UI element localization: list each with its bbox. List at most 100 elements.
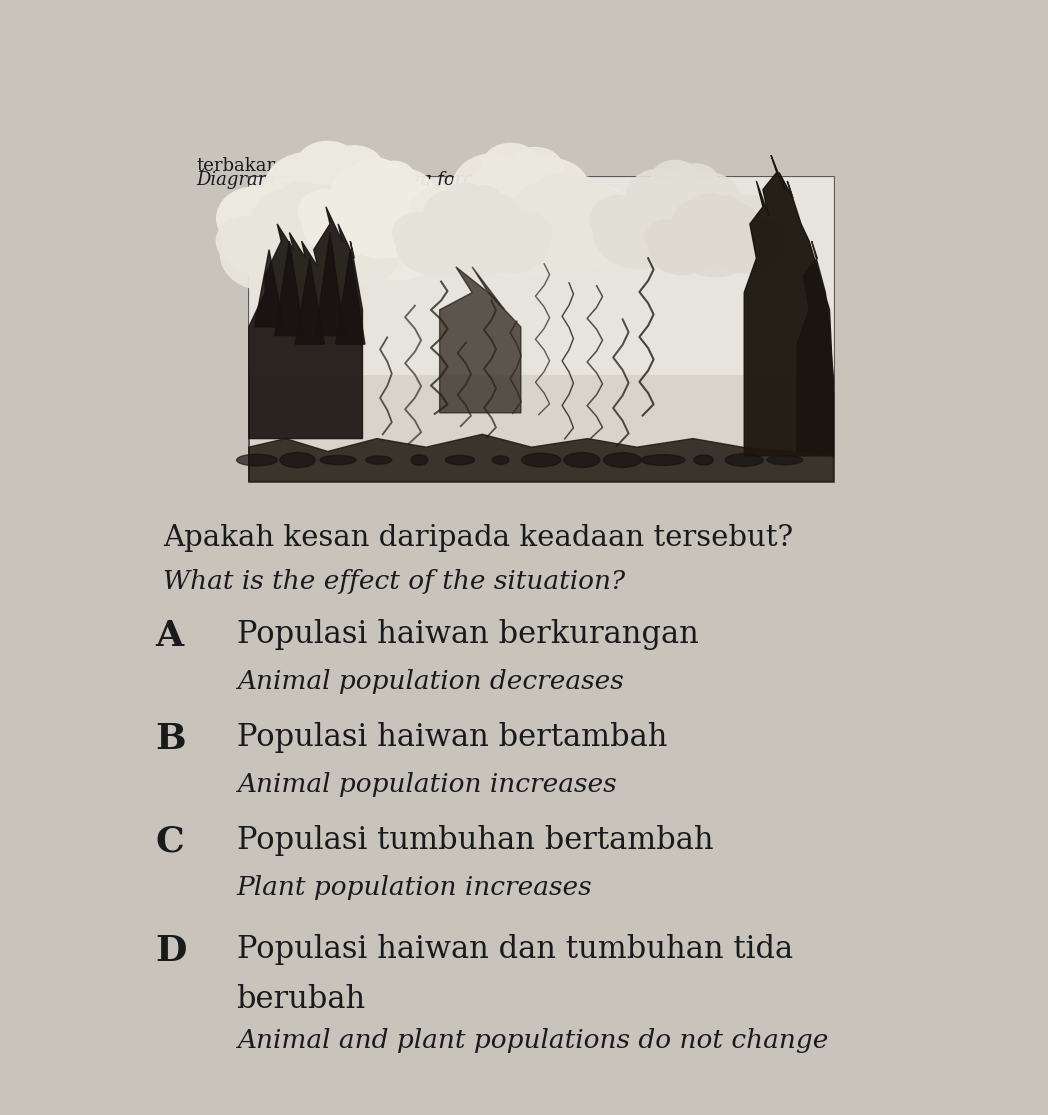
Text: C: C (155, 825, 184, 859)
Ellipse shape (716, 220, 783, 273)
Ellipse shape (594, 196, 683, 269)
Text: Populasi tumbuhan bertambah: Populasi tumbuhan bertambah (237, 825, 714, 856)
Text: B: B (155, 721, 185, 756)
Text: berubah: berubah (237, 983, 366, 1015)
Ellipse shape (299, 185, 345, 220)
Ellipse shape (366, 456, 392, 464)
Ellipse shape (303, 191, 383, 255)
Text: Populasi haiwan berkurangan: Populasi haiwan berkurangan (237, 619, 698, 650)
Polygon shape (315, 233, 345, 336)
Text: Animal population increases: Animal population increases (237, 772, 616, 797)
Ellipse shape (508, 190, 631, 284)
Ellipse shape (264, 153, 353, 224)
Ellipse shape (480, 210, 570, 281)
Ellipse shape (453, 154, 534, 220)
Ellipse shape (565, 186, 633, 243)
Ellipse shape (386, 187, 459, 250)
Ellipse shape (346, 217, 403, 265)
Ellipse shape (482, 144, 541, 188)
Ellipse shape (248, 198, 371, 292)
Ellipse shape (411, 455, 428, 465)
Ellipse shape (414, 186, 521, 273)
Polygon shape (255, 250, 284, 327)
Ellipse shape (373, 162, 414, 192)
Ellipse shape (277, 182, 326, 220)
Polygon shape (440, 266, 521, 413)
Text: A: A (155, 619, 183, 653)
Ellipse shape (328, 173, 438, 258)
Ellipse shape (570, 207, 659, 280)
Ellipse shape (447, 163, 594, 277)
Ellipse shape (420, 196, 524, 277)
Ellipse shape (445, 455, 475, 465)
Ellipse shape (503, 213, 551, 253)
Ellipse shape (280, 453, 315, 467)
Ellipse shape (416, 190, 466, 233)
Text: What is the effect of the situation?: What is the effect of the situation? (163, 569, 626, 594)
Ellipse shape (383, 190, 463, 254)
Ellipse shape (672, 173, 740, 224)
Ellipse shape (646, 220, 689, 256)
Ellipse shape (310, 216, 399, 289)
Text: Diagram shows a burning forest area.: Diagram shows a burning forest area. (196, 171, 543, 190)
Ellipse shape (507, 158, 589, 220)
Ellipse shape (673, 164, 718, 198)
Ellipse shape (627, 169, 695, 224)
Polygon shape (744, 155, 833, 456)
Ellipse shape (463, 186, 502, 215)
Ellipse shape (707, 196, 742, 222)
Ellipse shape (604, 453, 641, 467)
Polygon shape (248, 206, 363, 438)
Ellipse shape (651, 161, 700, 198)
Ellipse shape (444, 183, 486, 215)
Ellipse shape (409, 186, 477, 243)
Ellipse shape (296, 142, 359, 191)
Ellipse shape (522, 453, 561, 467)
Ellipse shape (325, 146, 384, 191)
Ellipse shape (299, 190, 350, 233)
Ellipse shape (472, 212, 548, 273)
Polygon shape (275, 241, 304, 336)
Ellipse shape (767, 455, 803, 465)
Ellipse shape (670, 205, 762, 277)
Bar (248, 176, 833, 482)
Ellipse shape (649, 221, 716, 274)
Text: Populasi haiwan dan tumbuhan tida: Populasi haiwan dan tumbuhan tida (237, 934, 792, 964)
Ellipse shape (564, 453, 599, 467)
Ellipse shape (559, 185, 627, 236)
Ellipse shape (339, 186, 454, 280)
Ellipse shape (606, 209, 663, 256)
Polygon shape (335, 250, 365, 345)
Ellipse shape (512, 182, 581, 236)
Ellipse shape (623, 176, 744, 271)
Ellipse shape (324, 157, 412, 224)
Ellipse shape (493, 456, 509, 464)
Ellipse shape (641, 455, 685, 465)
Polygon shape (296, 259, 324, 345)
Ellipse shape (220, 217, 310, 290)
Polygon shape (248, 434, 833, 482)
Ellipse shape (396, 213, 472, 274)
Ellipse shape (462, 193, 521, 236)
Ellipse shape (508, 147, 563, 188)
Ellipse shape (222, 188, 339, 282)
Ellipse shape (521, 185, 628, 271)
Ellipse shape (694, 455, 714, 465)
Text: Populasi haiwan bertambah: Populasi haiwan bertambah (237, 721, 668, 753)
Text: D: D (155, 934, 187, 968)
Ellipse shape (253, 191, 321, 245)
Ellipse shape (331, 166, 393, 215)
Ellipse shape (217, 187, 290, 250)
Ellipse shape (299, 194, 367, 245)
Ellipse shape (259, 163, 417, 285)
Text: Animal population decreases: Animal population decreases (237, 669, 624, 694)
Ellipse shape (476, 209, 533, 256)
Ellipse shape (720, 195, 777, 244)
Ellipse shape (538, 173, 586, 211)
Ellipse shape (559, 176, 605, 211)
Ellipse shape (372, 169, 434, 215)
Ellipse shape (683, 195, 772, 266)
Ellipse shape (320, 455, 356, 465)
Text: Apakah kesan daripada keadaan tersebut?: Apakah kesan daripada keadaan tersebut? (163, 524, 793, 552)
Bar (248, 176, 833, 375)
